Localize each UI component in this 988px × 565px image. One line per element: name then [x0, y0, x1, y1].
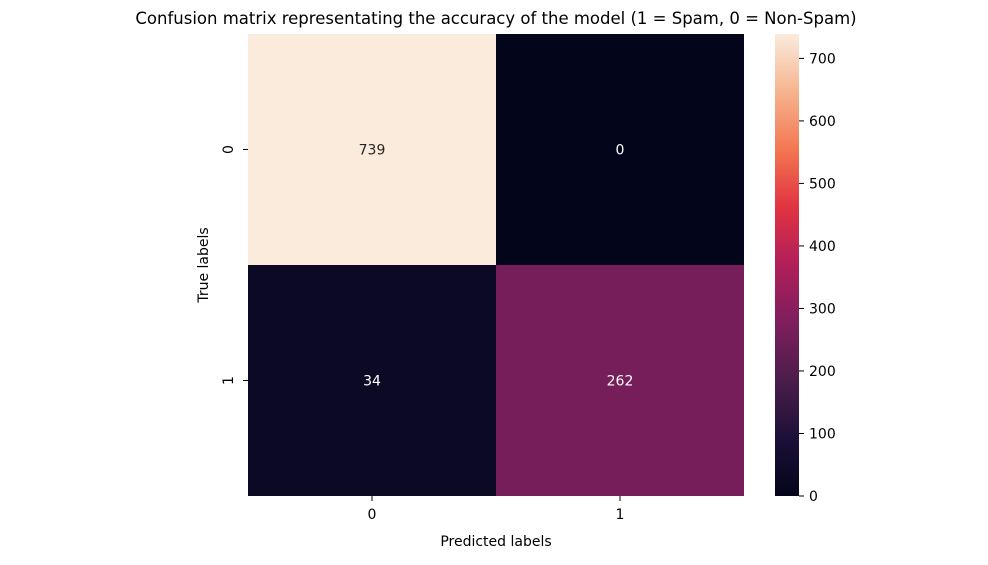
x-tick-label: 1 — [616, 507, 625, 523]
colorbar-tick-label: 500 — [809, 176, 836, 192]
y-axis-label: True labels — [196, 227, 212, 303]
y-tick-label: 1 — [221, 376, 237, 385]
heatmap-cell-labels: 739 0 34 262 — [359, 143, 634, 390]
cell-value-label: 739 — [359, 143, 386, 159]
colorbar-tick-label: 0 — [809, 489, 818, 505]
colorbar-tick-label: 400 — [809, 239, 836, 255]
colorbar-tick-label: 200 — [809, 364, 836, 380]
cell-value-label: 34 — [363, 374, 381, 390]
colorbar-tick-label: 300 — [809, 301, 836, 317]
colorbar-tick-label: 700 — [809, 51, 836, 67]
y-tick-label: 0 — [221, 145, 237, 154]
colorbar — [775, 34, 799, 496]
heatmap-cell — [248, 265, 496, 496]
cell-value-label: 0 — [616, 143, 625, 159]
colorbar-ticks: 0 100 200 300 400 500 600 700 — [799, 51, 836, 505]
chart-title: Confusion matrix representating the accu… — [135, 9, 856, 28]
heatmap-cell — [248, 34, 496, 265]
heatmap-cell — [496, 34, 744, 265]
heatmap-cells — [248, 34, 744, 496]
colorbar-tick-label: 600 — [809, 114, 836, 130]
y-axis-ticks: 01 — [221, 145, 248, 385]
x-axis-label: Predicted labels — [440, 534, 551, 550]
x-tick-label: 0 — [368, 507, 377, 523]
cell-value-label: 262 — [607, 374, 634, 390]
heatmap-cell — [496, 265, 744, 496]
colorbar-tick-label: 100 — [809, 426, 836, 442]
